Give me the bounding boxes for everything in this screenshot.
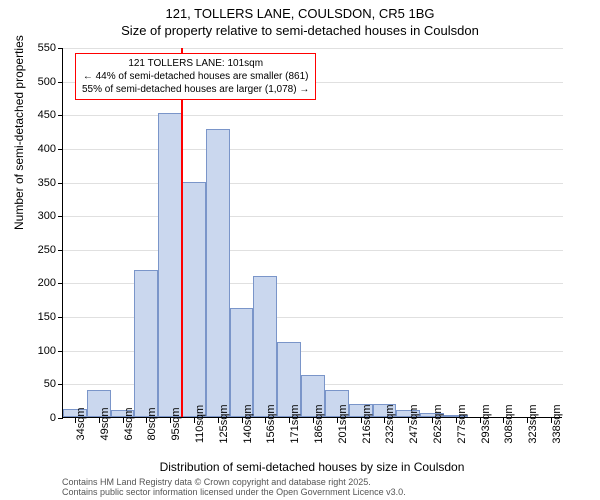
ytick-mark: [58, 418, 63, 419]
chart-area: 05010015020025030035040045050055034sqm49…: [62, 48, 562, 418]
xtick-label: 277sqm: [456, 404, 468, 443]
histogram-bar: [230, 308, 254, 417]
xtick-label: 262sqm: [432, 404, 444, 443]
ytick-mark: [58, 48, 63, 49]
marker-line: [181, 48, 183, 417]
ytick-mark: [58, 82, 63, 83]
ytick-label: 200: [16, 277, 56, 289]
ytick-mark: [58, 149, 63, 150]
ytick-mark: [58, 317, 63, 318]
gridline: [63, 48, 563, 49]
ytick-label: 450: [16, 109, 56, 121]
histogram-bar: [182, 182, 206, 417]
ytick-label: 500: [16, 76, 56, 88]
gridline: [63, 149, 563, 150]
histogram-bar: [158, 113, 182, 417]
ytick-mark: [58, 384, 63, 385]
xtick-label: 232sqm: [384, 404, 396, 443]
xtick-label: 247sqm: [408, 404, 420, 443]
ytick-label: 400: [16, 143, 56, 155]
ytick-label: 100: [16, 345, 56, 357]
xtick-label: 323sqm: [527, 404, 539, 443]
xtick-label: 49sqm: [99, 407, 111, 440]
title-line2: Size of property relative to semi-detach…: [0, 23, 600, 38]
ytick-label: 550: [16, 42, 56, 54]
plot-region: 05010015020025030035040045050055034sqm49…: [62, 48, 562, 418]
ytick-mark: [58, 250, 63, 251]
marker-annotation-line: ← 44% of semi-detached houses are smalle…: [82, 70, 309, 83]
gridline: [63, 115, 563, 116]
ytick-label: 50: [16, 378, 56, 390]
ytick-mark: [58, 351, 63, 352]
histogram-bar: [134, 270, 158, 417]
histogram-bar: [206, 129, 230, 417]
ytick-label: 150: [16, 311, 56, 323]
ytick-mark: [58, 183, 63, 184]
gridline: [63, 216, 563, 217]
xtick-label: 186sqm: [313, 404, 325, 443]
gridline: [63, 250, 563, 251]
marker-annotation-line: 121 TOLLERS LANE: 101sqm: [82, 57, 309, 70]
xtick-label: 64sqm: [123, 407, 135, 440]
histogram-bar: [253, 276, 277, 417]
xtick-label: 308sqm: [503, 404, 515, 443]
ytick-label: 250: [16, 244, 56, 256]
xtick-label: 156sqm: [265, 404, 277, 443]
xtick-label: 125sqm: [218, 404, 230, 443]
xtick-label: 293sqm: [480, 404, 492, 443]
xtick-label: 171sqm: [289, 404, 301, 443]
xtick-label: 216sqm: [361, 404, 373, 443]
ytick-mark: [58, 216, 63, 217]
ytick-label: 350: [16, 177, 56, 189]
attribution: Contains HM Land Registry data © Crown c…: [62, 478, 406, 498]
xtick-label: 201sqm: [337, 404, 349, 443]
ytick-label: 300: [16, 210, 56, 222]
xtick-label: 34sqm: [75, 407, 87, 440]
xtick-label: 140sqm: [242, 404, 254, 443]
x-axis-label: Distribution of semi-detached houses by …: [62, 460, 562, 474]
gridline: [63, 183, 563, 184]
xtick-label: 110sqm: [194, 405, 206, 443]
attribution-line2: Contains public sector information licen…: [62, 488, 406, 498]
xtick-label: 80sqm: [146, 407, 158, 440]
ytick-label: 0: [16, 412, 56, 424]
ytick-mark: [58, 283, 63, 284]
marker-annotation-line: 55% of semi-detached houses are larger (…: [82, 83, 309, 96]
y-axis-label: Number of semi-detached properties: [12, 35, 26, 230]
marker-annotation: 121 TOLLERS LANE: 101sqm← 44% of semi-de…: [75, 53, 316, 100]
ytick-mark: [58, 115, 63, 116]
title-line1: 121, TOLLERS LANE, COULSDON, CR5 1BG: [0, 6, 600, 21]
xtick-label: 338sqm: [551, 404, 563, 443]
